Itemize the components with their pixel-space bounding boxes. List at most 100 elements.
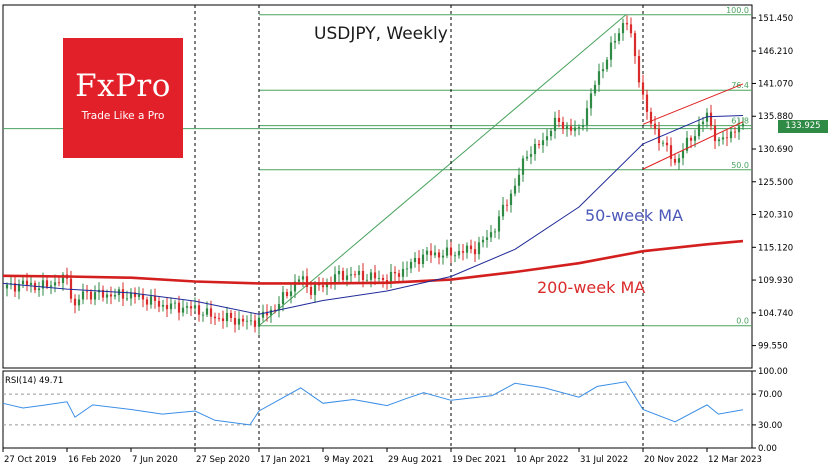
candle-body	[281, 292, 285, 305]
channel-lower	[642, 121, 744, 170]
candle-body	[361, 270, 365, 281]
candle-body	[93, 292, 97, 300]
candle-body	[53, 282, 57, 286]
candle-body	[393, 271, 397, 274]
candle-body	[197, 305, 201, 315]
candle-body	[17, 284, 21, 292]
candle-body	[681, 150, 685, 159]
candle-body	[613, 40, 617, 43]
candle-body	[345, 275, 349, 280]
candle-body	[185, 306, 189, 308]
candle-body	[21, 280, 25, 285]
candle-body	[5, 284, 9, 289]
logo-name: FxPro	[75, 68, 171, 104]
candle-body	[409, 262, 413, 269]
candle-body	[217, 318, 221, 320]
candle-body	[73, 298, 77, 306]
candle-body	[177, 302, 181, 313]
candle-body	[497, 216, 501, 232]
fib-level-label: 61.8	[731, 117, 749, 126]
candle-body	[321, 285, 325, 288]
candle-body	[101, 289, 105, 298]
candle-body	[365, 279, 369, 281]
candle-body	[601, 69, 605, 72]
candle-body	[617, 33, 621, 41]
candle-body	[665, 142, 669, 146]
candle-body	[529, 154, 533, 157]
candle-body	[457, 251, 461, 256]
candle-body	[213, 316, 217, 319]
y-tick-label: 120.310	[758, 211, 793, 221]
candle-body	[413, 257, 417, 263]
candle-body	[725, 137, 729, 139]
candle-body	[349, 274, 353, 276]
candle-body	[161, 304, 165, 307]
candle-body	[165, 304, 169, 310]
fib-level-label: 0.0	[736, 317, 749, 326]
fib-level-label: 50.0	[731, 161, 749, 170]
candle-body	[717, 139, 721, 142]
candle-body	[461, 251, 465, 253]
candle-body	[741, 123, 745, 127]
candle-body	[737, 126, 741, 133]
ma200-line	[2, 239, 744, 285]
candle-body	[645, 94, 649, 112]
fxpro-logo: FxPro Trade Like a Pro	[63, 38, 183, 158]
candle-body	[453, 255, 457, 257]
candle-body	[285, 292, 289, 297]
candle-body	[657, 128, 661, 144]
fib-level-label: 76.4	[731, 81, 749, 90]
candle-body	[169, 303, 173, 310]
candle-body	[537, 143, 541, 146]
candle-body	[549, 130, 553, 137]
channel-upper	[642, 83, 744, 125]
candle-body	[13, 283, 17, 292]
candle-body	[621, 23, 625, 34]
candle-body	[685, 137, 689, 151]
candle-body	[465, 245, 469, 253]
candle-body	[193, 305, 197, 309]
candle-body	[425, 250, 429, 255]
candle-body	[37, 288, 41, 291]
x-tick-label: 19 Dec 2021	[452, 455, 506, 465]
ma200-label: 200-week MA	[537, 278, 645, 297]
candle-body	[605, 59, 609, 70]
candle-body	[637, 56, 641, 83]
candle-body	[673, 158, 677, 163]
candle-body	[689, 137, 693, 141]
candle-body	[633, 33, 637, 57]
candle-body	[245, 320, 249, 322]
rsi-pane-frame	[2, 370, 753, 449]
candle-body	[653, 123, 657, 129]
candle-body	[577, 127, 581, 128]
rsi-line	[2, 381, 744, 426]
x-tick-label: 12 Mar 2023	[708, 455, 762, 465]
y-tick-label: 99.550	[758, 342, 788, 352]
candle-body	[25, 280, 29, 285]
candle-body	[373, 272, 377, 279]
y-tick-label: 130.690	[758, 145, 793, 155]
candle-body	[669, 145, 673, 159]
candle-body	[301, 276, 305, 280]
rsi-y-tick-label: 100.00	[758, 367, 788, 377]
chart-title: USDJPY, Weekly	[314, 24, 448, 44]
candle-body	[221, 318, 225, 322]
candle-body	[337, 270, 341, 275]
logo-tagline: Trade Like a Pro	[81, 110, 165, 122]
candle-body	[369, 272, 373, 280]
candle-body	[377, 277, 381, 279]
candle-body	[125, 298, 129, 300]
x-tick-label: 20 Nov 2022	[644, 455, 698, 465]
candle-body	[729, 131, 733, 139]
candle-body	[69, 278, 73, 299]
candle-body	[149, 296, 153, 305]
candle-body	[253, 320, 257, 327]
candle-body	[541, 140, 545, 146]
x-tick-label: 9 May 2021	[324, 455, 374, 465]
candle-body	[401, 268, 405, 277]
y-tick-label: 115.120	[758, 243, 793, 253]
candle-body	[697, 124, 701, 137]
candle-body	[473, 249, 477, 255]
candle-body	[485, 237, 489, 240]
candle-body	[249, 320, 253, 322]
